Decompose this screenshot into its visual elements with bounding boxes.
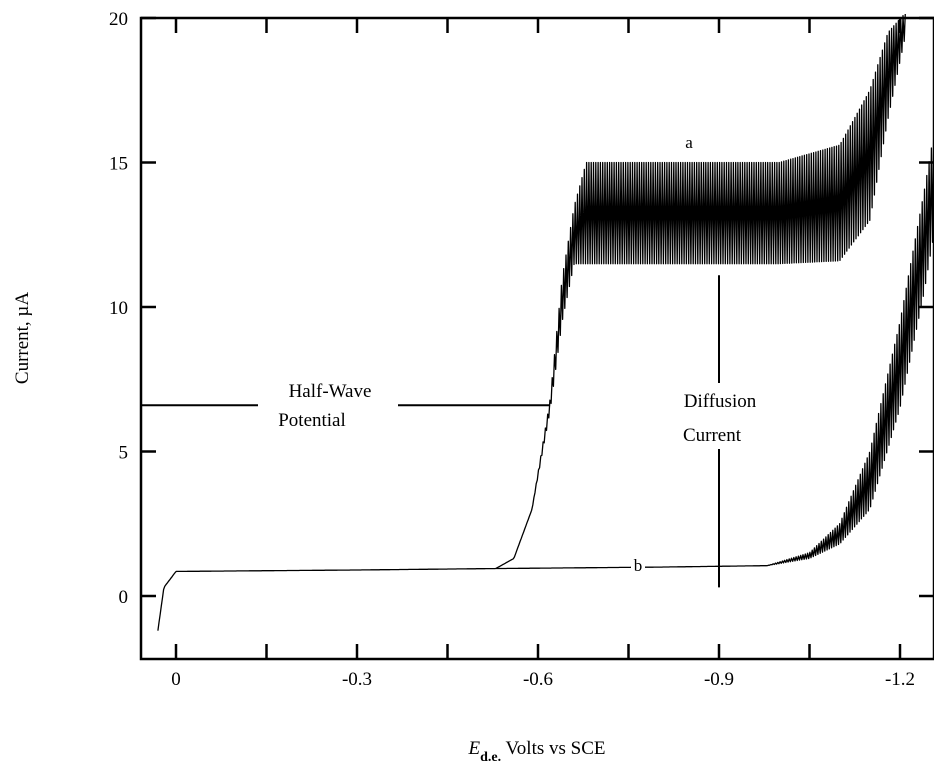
x-axis-title-text: Volts vs SCE: [506, 738, 606, 759]
y-tick-label: 20: [109, 9, 128, 30]
series-line-b: [495, 133, 934, 570]
x-tick-label: -0.3: [342, 669, 372, 690]
y-tick-label: 0: [119, 587, 129, 608]
series-line-a: [157, 14, 906, 631]
y-tick-label: 5: [119, 443, 129, 464]
annotation-lines: [141, 275, 720, 588]
x-axis-title: Ed.e. Volts vs SCE: [468, 738, 606, 763]
half-wave-label-line2: Potential: [278, 410, 346, 431]
half-wave-label-line1: Half-Wave: [289, 381, 372, 402]
plot-frame: [139, 16, 934, 661]
half-wave-label-backdrop: [258, 376, 398, 434]
y-tick-label: 10: [109, 298, 128, 319]
x-tick-label: -0.6: [523, 669, 553, 690]
y-axis-title: Current, µA: [12, 292, 33, 384]
axis-ticks: [141, 16, 934, 659]
x-axis-title-subscript: d.e.: [480, 750, 501, 763]
curve-label-b: b: [634, 556, 643, 575]
y-tick-labels: 0 5 10 15 20: [109, 9, 128, 608]
diffusion-label-line1: Diffusion: [684, 391, 757, 412]
diffusion-label-backdrop: [664, 383, 776, 449]
x-tick-label: 0: [171, 669, 181, 690]
x-tick-labels: 0 -0.3 -0.6 -0.9 -1.2: [171, 669, 915, 690]
x-axis-title-symbol: E: [468, 738, 481, 759]
diffusion-label-line2: Current: [683, 425, 742, 446]
curve-label-b-backdrop: [631, 556, 645, 574]
x-tick-label: -0.9: [704, 669, 734, 690]
series-group: [157, 14, 934, 631]
curve-label-a: a: [685, 133, 693, 152]
y-tick-label: 15: [109, 154, 128, 175]
x-tick-label: -1.2: [885, 669, 915, 690]
